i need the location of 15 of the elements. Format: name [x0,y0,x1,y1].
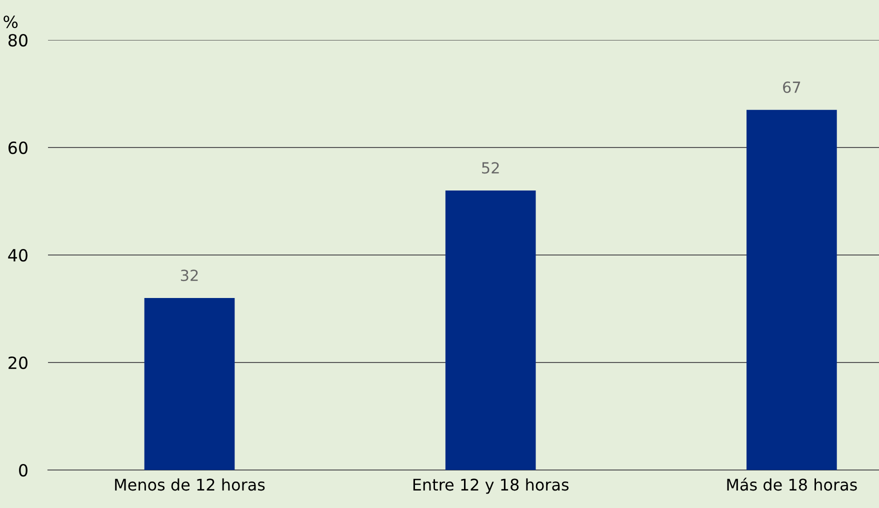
y-tick-label: 0 [19,464,28,477]
y-tick-label: 60 [8,141,28,154]
x-tick-label: Menos de 12 horas [115,478,265,491]
bar [445,190,536,470]
y-tick-label: 40 [8,248,28,262]
data-label: 32 [180,270,198,282]
x-tick-label: Más de 18 horas [727,478,857,491]
data-label: 52 [482,162,499,174]
data-label: 67 [783,81,800,94]
y-axis-title: % [4,16,18,28]
y-tick-label: 20 [8,356,28,370]
bar [144,298,235,470]
y-tick-label: 80 [8,34,28,47]
x-tick-label: Entre 12 y 18 horas [413,478,569,494]
bar [746,110,837,470]
